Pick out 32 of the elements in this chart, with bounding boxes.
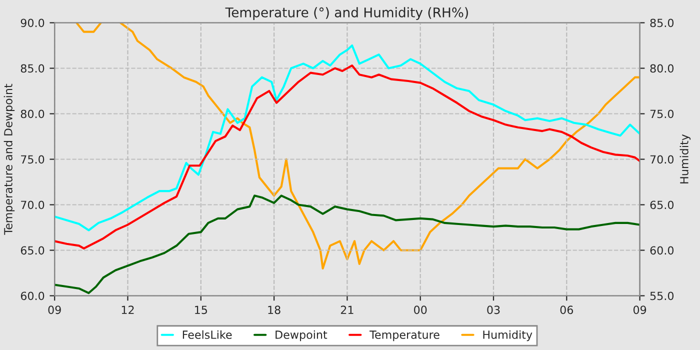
line-series [54, 44, 640, 232]
y-tick-label: 85.0 [20, 64, 44, 73]
x-tick-label: 18 [268, 306, 280, 314]
x-tick-label: 12 [122, 306, 134, 314]
y2-tick-label: 60.0 [650, 246, 674, 255]
line-series [54, 64, 640, 250]
y2-axis-title: Humidity [680, 134, 691, 184]
legend-label: Humidity [483, 330, 532, 342]
y2-tick-label: 85.0 [650, 18, 674, 28]
x-tick-label: 09 [633, 306, 646, 314]
y2-tick-label: 55.0 [650, 292, 674, 300]
x-tick-label: 09 [48, 306, 61, 314]
y2-tick-label: 80.0 [650, 64, 674, 73]
y-tick-label: 75.0 [21, 155, 44, 164]
legend-label: FeelsLike [182, 330, 232, 339]
x-tick-label: 06 [560, 306, 574, 314]
x-tick-label: 21 [340, 306, 354, 314]
legend-label: Dewpoint [276, 330, 328, 342]
y-axis-title: Temperature and Dewpoint [4, 84, 15, 235]
y2-tick-label: 75.0 [650, 110, 674, 118]
x-tick-label: 00 [414, 306, 427, 314]
x-tick-label: 15 [195, 306, 207, 314]
y2-tick-label: 70.0 [650, 155, 674, 164]
legend-label: Temperature [370, 330, 440, 342]
x-tick-label: 03 [487, 306, 500, 314]
y2-tick-label: 65.0 [650, 200, 674, 210]
y-tick-label: 65.0 [20, 246, 44, 255]
y-tick-label: 60.0 [20, 292, 44, 300]
y-tick-label: 70.0 [21, 200, 44, 210]
y-tick-label: 90.0 [20, 18, 44, 28]
y-tick-label: 80.0 [20, 110, 44, 118]
chart-title: Temperature (°) and Humidity (RH%) [225, 7, 468, 20]
